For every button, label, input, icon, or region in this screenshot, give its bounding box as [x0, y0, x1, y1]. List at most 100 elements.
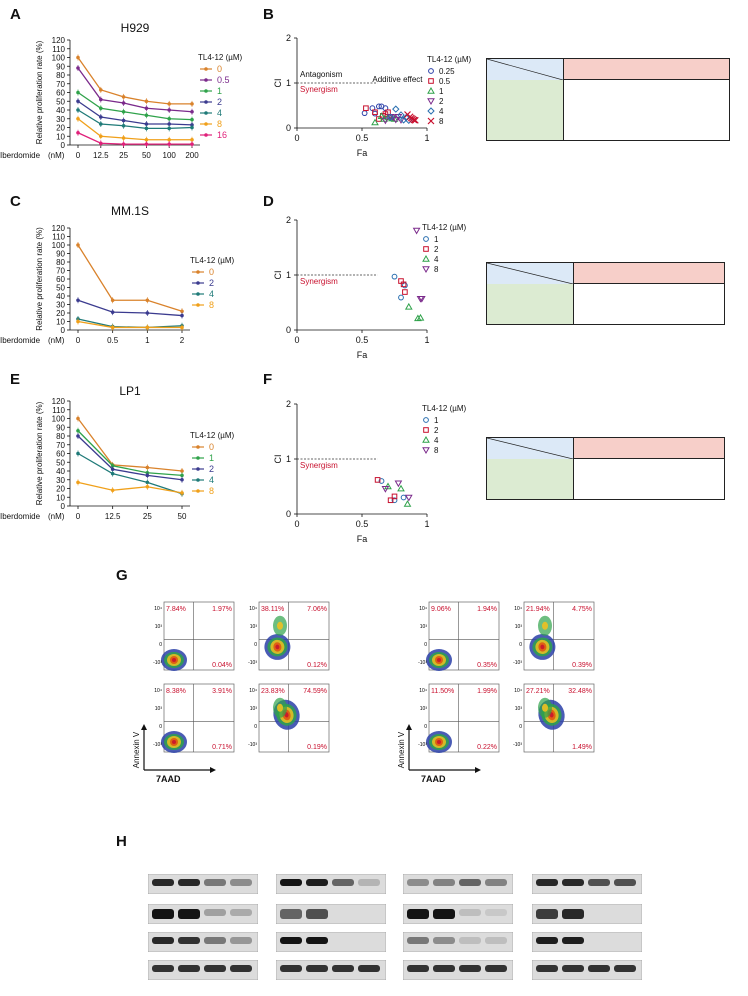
- y-tick-label: 1: [286, 78, 291, 88]
- protein-band: [230, 879, 252, 886]
- data-point: [180, 473, 184, 478]
- data-point-0.25: [372, 110, 378, 117]
- blot-strip: [532, 874, 642, 894]
- legend-entry: 4: [434, 255, 439, 264]
- x-tick-label: 12.5: [93, 151, 109, 160]
- data-point: [167, 126, 171, 131]
- legend-title: TL4-12 (µM): [427, 55, 472, 64]
- legend-marker: [196, 445, 200, 449]
- blot-membrane: [276, 932, 386, 952]
- legend-marker: [204, 67, 208, 71]
- table-row: [486, 90, 730, 100]
- protein-band: [485, 965, 507, 972]
- event-density: [437, 740, 441, 744]
- y-tick-label: 50: [56, 97, 65, 106]
- protein-band: [280, 909, 302, 919]
- legend-entry: 2: [434, 426, 439, 435]
- legend-marker: [204, 100, 208, 104]
- data-point: [145, 473, 150, 478]
- protein-band: [230, 965, 252, 972]
- legend-entry: 4: [434, 436, 439, 445]
- diagonal-line: [487, 59, 563, 80]
- data-point: [99, 106, 103, 111]
- table-cell: [630, 90, 663, 100]
- protein-band: [178, 879, 200, 886]
- row-label: [486, 479, 574, 489]
- column-group-header: [573, 437, 725, 448]
- protein-band: [536, 965, 558, 972]
- row-label: [486, 458, 574, 469]
- protein-band: [588, 965, 610, 972]
- data-point: [110, 325, 115, 330]
- series-line-8: [77, 481, 183, 494]
- column-header: [563, 69, 597, 80]
- data-point-2: [381, 117, 390, 125]
- data-point: [190, 125, 194, 130]
- data-point: [76, 451, 80, 456]
- legend-entry: 0: [217, 64, 222, 74]
- table-cell: [663, 80, 696, 91]
- x-tick-label: 0.5: [356, 519, 369, 529]
- row-label: [486, 120, 564, 130]
- protein-band: [536, 937, 558, 944]
- event-density: [172, 658, 176, 662]
- table-header-row: [486, 58, 730, 80]
- protein-band: [280, 879, 302, 886]
- flow-plot: 9.06% 1.94% 0.35% 10⁴ 10³ 0 -10³: [418, 601, 500, 671]
- table-row: [486, 314, 725, 325]
- blot-strip: [403, 874, 513, 894]
- y-tick-label: 40: [56, 292, 65, 301]
- data-point: [180, 469, 184, 473]
- row-label: [486, 314, 574, 325]
- table-row: [486, 304, 725, 314]
- series-line-2: [77, 435, 183, 481]
- data-point: [145, 325, 150, 330]
- blot-strip: [403, 904, 513, 924]
- data-point: [99, 122, 103, 126]
- series-line-0: [77, 57, 192, 105]
- data-point-0.25: [361, 110, 368, 117]
- data-point: [110, 488, 115, 493]
- axis-tick-label: 10³: [155, 706, 163, 712]
- protein-band: [332, 965, 354, 972]
- quadrant-percent: 3.91%: [212, 688, 232, 695]
- protein-band: [407, 965, 429, 972]
- event-density: [542, 703, 548, 712]
- legend-marker: [204, 133, 208, 137]
- axis-tick-label: -10³: [418, 742, 427, 748]
- ci-table: [486, 58, 730, 141]
- blot-strip: [148, 960, 258, 980]
- x-tick-label: 1: [424, 335, 429, 345]
- chart-title: MM.1S: [111, 204, 149, 218]
- protein-band: [152, 909, 174, 919]
- quadrant-percent: 0.04%: [212, 662, 232, 669]
- legend-marker: [204, 89, 208, 93]
- table-corner-diagonal: [487, 263, 573, 284]
- data-point-4: [392, 105, 400, 113]
- axis-tick-label: -10³: [248, 660, 257, 666]
- x-tick-label: 0.5: [356, 335, 369, 345]
- data-point: [99, 88, 103, 92]
- series-line-0: [77, 418, 183, 472]
- quadrant-percent: 1.99%: [477, 688, 497, 695]
- y-tick-label: 0: [61, 326, 66, 335]
- table-cell: [696, 90, 730, 100]
- legend-marker: [422, 266, 430, 274]
- quadrant-percent: 0.71%: [212, 744, 232, 751]
- legend-marker: [204, 122, 208, 126]
- axis-tick-label: 10⁴: [419, 688, 427, 694]
- axis-tick-label: 0: [254, 724, 257, 730]
- y-tick-label: 60: [56, 89, 65, 98]
- data-point: [76, 298, 80, 303]
- x-axis-label: Iberdomide: [0, 512, 41, 521]
- blot-strip: [532, 932, 642, 952]
- legend-entry: 8: [209, 300, 214, 310]
- column-header: [674, 448, 725, 459]
- row-label: [486, 469, 574, 479]
- data-point-1: [371, 118, 379, 126]
- data-point: [76, 434, 80, 438]
- quadrant-percent: 0.12%: [307, 662, 327, 669]
- y-tick-label: 0: [61, 141, 66, 150]
- y-tick-label: 0: [286, 123, 291, 133]
